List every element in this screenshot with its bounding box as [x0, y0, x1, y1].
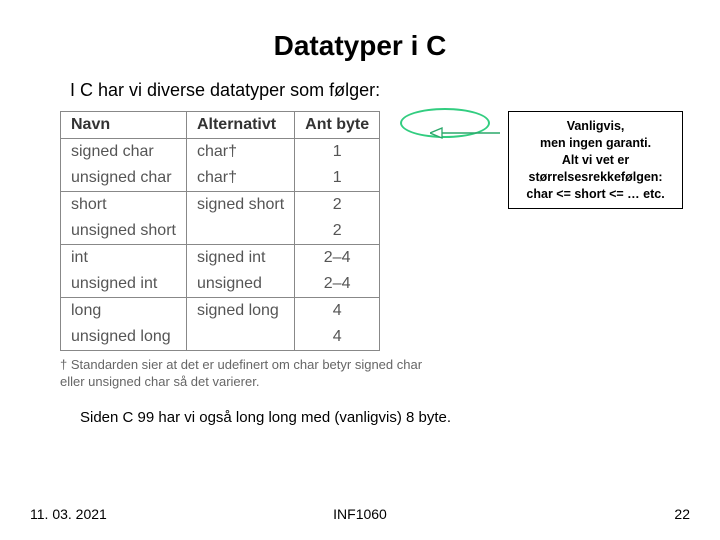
cell [186, 218, 294, 245]
footer: 11. 03. 2021 INF1060 22 [30, 506, 690, 522]
callout-line: Vanligvis, [517, 118, 674, 135]
slide-title: Datatyper i C [30, 30, 690, 62]
cell: long [61, 298, 187, 325]
bottom-note: Siden C 99 har vi også long long med (va… [80, 409, 690, 426]
footnote-line: † Standarden sier at det er udefinert om… [60, 357, 422, 372]
cell: unsigned long [61, 324, 187, 351]
datatype-table: Navn Alternativt Ant byte signed char ch… [60, 111, 380, 351]
cell: 4 [295, 324, 380, 351]
footer-course: INF1060 [333, 506, 387, 522]
cell: 2–4 [295, 271, 380, 298]
table-footnote: † Standarden sier at det er udefinert om… [60, 357, 422, 391]
table-row: int signed int 2–4 [61, 245, 380, 272]
cell: signed char [61, 139, 187, 166]
cell: short [61, 192, 187, 219]
cell: unsigned int [61, 271, 187, 298]
table-wrap: Navn Alternativt Ant byte signed char ch… [60, 111, 422, 391]
th-alt: Alternativt [186, 112, 294, 139]
callout-line: størrelsesrekkefølgen: [517, 169, 674, 186]
footer-page: 22 [674, 506, 690, 522]
table-row: long signed long 4 [61, 298, 380, 325]
callout-line: char <= short <= … etc. [517, 186, 674, 203]
cell: 4 [295, 298, 380, 325]
content-row: Navn Alternativt Ant byte signed char ch… [60, 111, 690, 391]
cell: signed long [186, 298, 294, 325]
cell: int [61, 245, 187, 272]
cell: 1 [295, 139, 380, 166]
cell: signed int [186, 245, 294, 272]
cell: 2–4 [295, 245, 380, 272]
cell: char† [186, 139, 294, 166]
table-row: signed char char† 1 [61, 139, 380, 166]
cell: 2 [295, 218, 380, 245]
table-row: unsigned long 4 [61, 324, 380, 351]
cell: unsigned [186, 271, 294, 298]
cell: char† [186, 165, 294, 192]
slide-subtitle: I C har vi diverse datatyper som følger: [70, 80, 690, 101]
callout-line: Alt vi vet er [517, 152, 674, 169]
table-row: unsigned int unsigned 2–4 [61, 271, 380, 298]
arrow-icon [430, 127, 500, 139]
cell: unsigned char [61, 165, 187, 192]
cell [186, 324, 294, 351]
cell: unsigned short [61, 218, 187, 245]
callout-line: men ingen garanti. [517, 135, 674, 152]
table-row: unsigned char char† 1 [61, 165, 380, 192]
table-row: unsigned short 2 [61, 218, 380, 245]
table-row: short signed short 2 [61, 192, 380, 219]
th-bytes: Ant byte [295, 112, 380, 139]
th-name: Navn [61, 112, 187, 139]
cell: 1 [295, 165, 380, 192]
callout-box: Vanligvis, men ingen garanti. Alt vi vet… [508, 111, 683, 209]
cell: 2 [295, 192, 380, 219]
footer-date: 11. 03. 2021 [30, 506, 107, 522]
cell: signed short [186, 192, 294, 219]
footnote-line: eller unsigned char så det varierer. [60, 374, 259, 389]
